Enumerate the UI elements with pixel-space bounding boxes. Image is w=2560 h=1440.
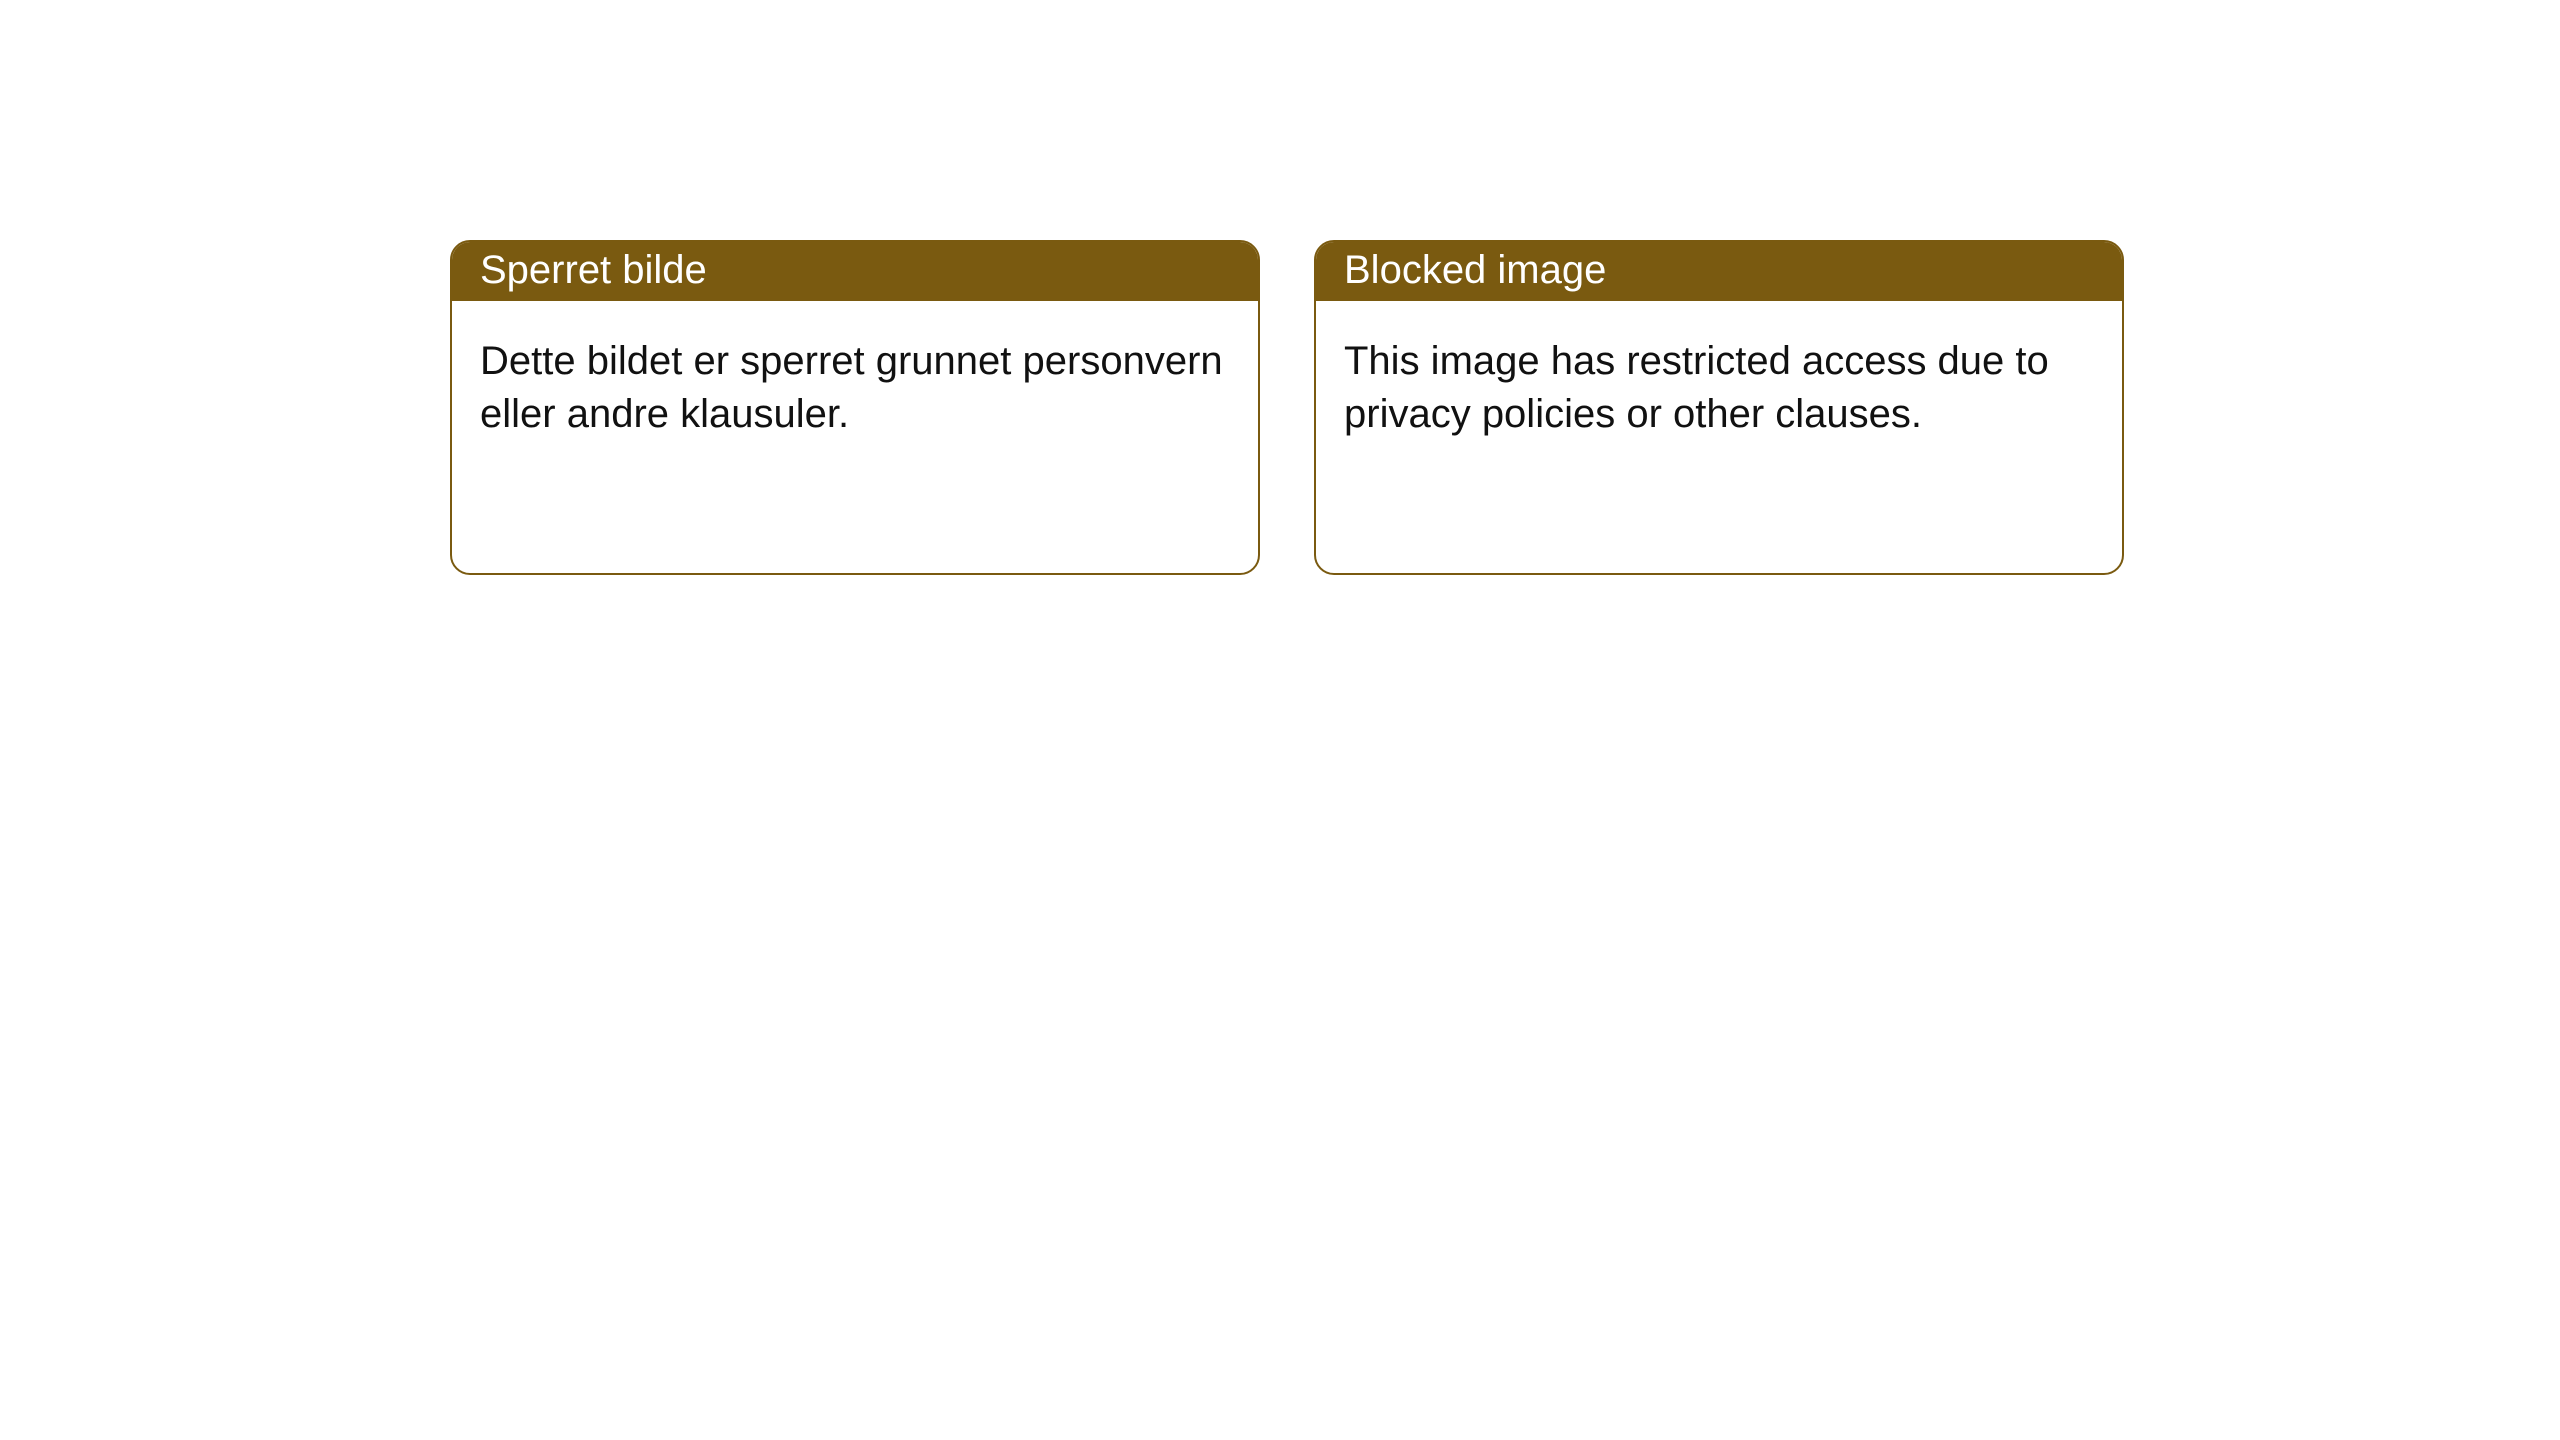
notice-card-en: Blocked image This image has restricted … bbox=[1314, 240, 2124, 575]
notice-card-en-title: Blocked image bbox=[1316, 242, 2122, 301]
notice-card-no-title: Sperret bilde bbox=[452, 242, 1258, 301]
notice-row: Sperret bilde Dette bildet er sperret gr… bbox=[0, 0, 2560, 575]
notice-card-no-body: Dette bildet er sperret grunnet personve… bbox=[452, 301, 1258, 475]
notice-card-en-body: This image has restricted access due to … bbox=[1316, 301, 2122, 475]
notice-card-no: Sperret bilde Dette bildet er sperret gr… bbox=[450, 240, 1260, 575]
